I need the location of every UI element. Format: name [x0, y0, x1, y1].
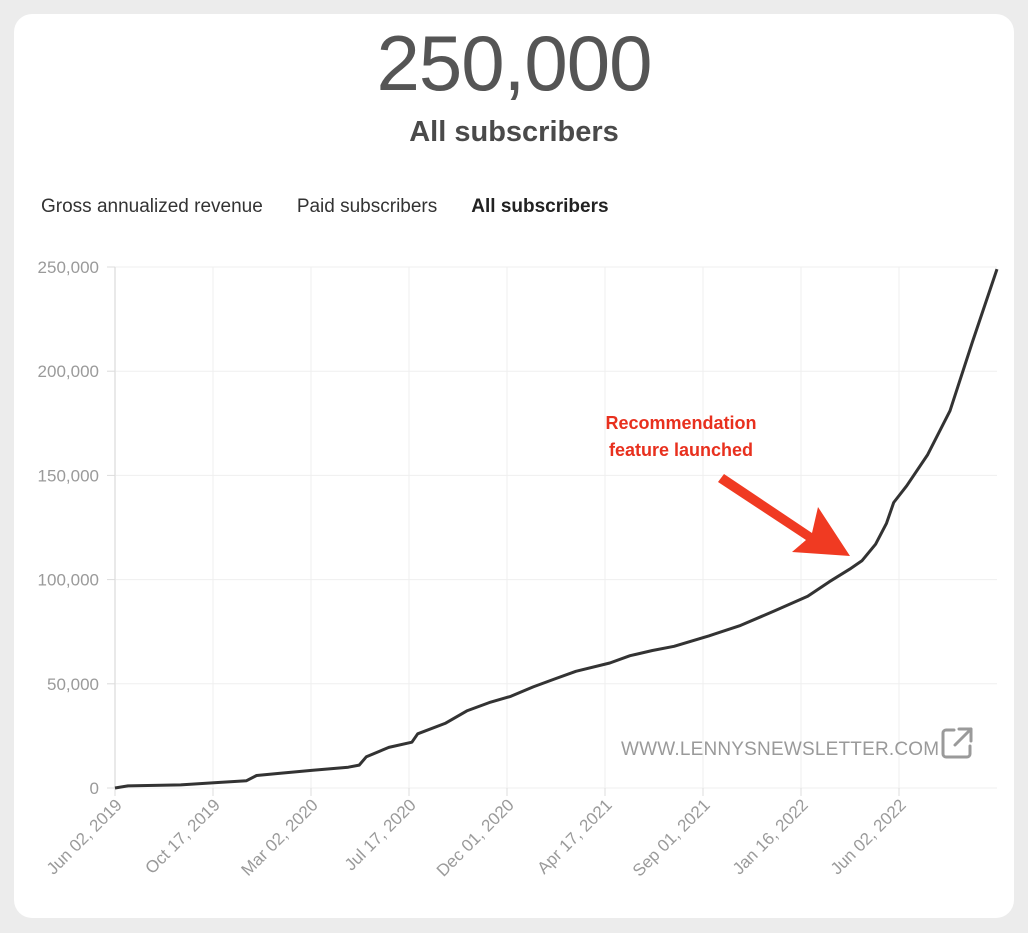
x-tick-label: Jan 16, 2022 — [729, 795, 812, 878]
y-tick-label: 250,000 — [38, 258, 99, 277]
x-tick-label: Jun 02, 2019 — [43, 795, 126, 878]
grid-lines — [114, 266, 997, 789]
tab-all-subscribers[interactable]: All subscribers — [471, 196, 609, 217]
annotation-line-2: feature launched — [609, 440, 753, 460]
x-tick-label: Dec 01, 2020 — [433, 795, 518, 880]
annotation-line-1: Recommendation — [605, 413, 756, 433]
external-link-icon[interactable] — [940, 726, 974, 760]
x-tick-label: Jul 17, 2020 — [341, 795, 420, 874]
y-tick-label: 200,000 — [38, 362, 99, 381]
x-tick-label: Apr 17, 2021 — [534, 795, 616, 877]
x-tick-label: Sep 01, 2021 — [629, 795, 714, 880]
x-axis-ticks: Jun 02, 2019 Oct 17, 2019 Mar 02, 2020 Jul … — [43, 788, 910, 880]
x-tick-label: Oct 17, 2019 — [142, 795, 224, 877]
metric-tabs: Gross annualized revenue Paid subscriber… — [41, 196, 609, 218]
tab-gross-annualized-revenue[interactable]: Gross annualized revenue — [41, 196, 263, 217]
y-tick-label: 100,000 — [38, 571, 99, 590]
metric-title: All subscribers — [409, 116, 619, 148]
tab-paid-subscribers[interactable]: Paid subscribers — [296, 196, 438, 217]
y-tick-label: 150,000 — [38, 466, 99, 485]
y-axis-ticks: 0 50,000 100,000 150,000 200,000 250,000 — [38, 258, 115, 798]
y-tick-label: 50,000 — [47, 675, 99, 694]
series-line-all-subscribers — [114, 268, 999, 790]
x-tick-label: Jun 02, 2022 — [827, 795, 910, 878]
big-number: 250,000 — [376, 19, 653, 107]
y-tick-label: 0 — [90, 779, 99, 798]
x-tick-label: Mar 02, 2020 — [238, 795, 322, 879]
source-credit[interactable]: WWW.LENNYSNEWSLETTER.COM — [621, 739, 940, 760]
chart-card — [14, 14, 1014, 918]
annotation-arrow — [718, 474, 850, 556]
